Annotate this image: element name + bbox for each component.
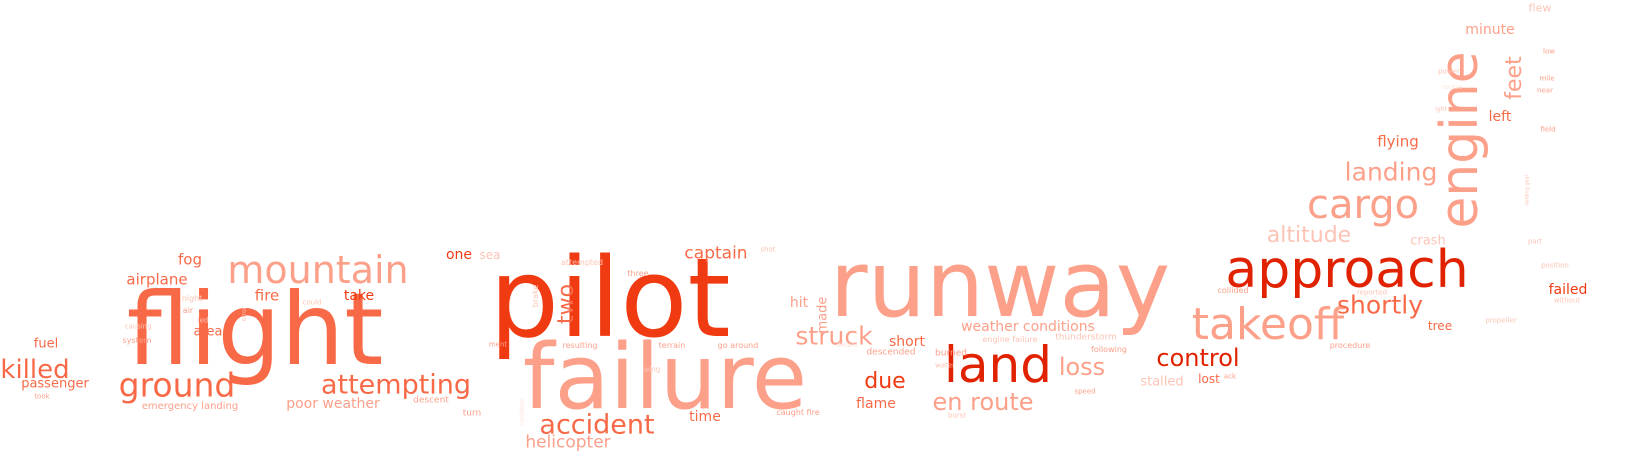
word-took: took: [34, 392, 50, 401]
word-tree: tree: [1427, 319, 1453, 333]
word-course: course: [1441, 84, 1463, 91]
word-land: land: [944, 336, 1052, 394]
word-made: made: [815, 296, 831, 334]
word-procedure: procedure: [1329, 341, 1371, 350]
word-emergency-landing: emergency landing: [141, 401, 239, 412]
word-reported: reported: [1356, 288, 1388, 297]
word-short: short: [889, 334, 925, 350]
word-takeoff: takeoff: [1191, 299, 1345, 350]
word-attempted: attempted: [560, 258, 604, 267]
word-passenger: passenger: [21, 376, 89, 392]
word-night: night: [181, 294, 203, 303]
word-time: time: [689, 409, 721, 425]
word-pilot: pilot: [489, 234, 731, 362]
word-shot: shot: [760, 245, 776, 254]
word-failed: failed: [1548, 282, 1588, 298]
word-water: water: [935, 361, 955, 370]
word-weather-conditions: weather conditions: [961, 319, 1095, 335]
word-loss: loss: [1058, 353, 1106, 381]
word-resulting: resulting: [562, 341, 598, 350]
word-ack: ack: [1223, 372, 1237, 381]
word-cargo: cargo: [1306, 182, 1420, 228]
word-flame: flame: [856, 396, 896, 412]
word-stalled: stalled: [1140, 374, 1184, 390]
word-fire: fire: [254, 286, 280, 305]
word-struck: struck: [795, 321, 873, 351]
word-airplane: airplane: [126, 270, 188, 289]
word-due: due: [864, 369, 906, 394]
word-propeller: propeller: [1485, 316, 1517, 325]
word-descent: descent: [413, 395, 449, 406]
word-terrain: terrain: [658, 341, 686, 350]
word-could: could: [302, 298, 322, 307]
word-mountain: mountain: [227, 248, 409, 292]
word-aboard: aboard: [836, 342, 858, 349]
word-air: air: [182, 306, 194, 315]
word-engine-failure: engine failure: [982, 335, 1038, 344]
word-helicopter: helicopter: [525, 432, 611, 453]
word-wing: wing: [643, 365, 661, 374]
word-burst: burst: [947, 411, 967, 420]
word-sea: sea: [479, 248, 501, 262]
word-one: one: [445, 247, 473, 263]
word-near: near: [1537, 86, 1553, 95]
word-area: area: [193, 324, 223, 340]
word-without: without: [1553, 296, 1581, 305]
word-lost: lost: [1198, 372, 1220, 386]
word-fog: fog: [178, 250, 202, 269]
word-failure: failure: [522, 325, 808, 430]
word-following: following: [1091, 345, 1127, 354]
word-position: position: [1541, 261, 1569, 270]
word-approach: approach: [1225, 240, 1469, 300]
word-accident: accident: [539, 409, 655, 441]
word-three: three: [627, 269, 649, 278]
word-ight: ight: [1435, 106, 1447, 113]
word-attempting: attempting: [320, 369, 472, 401]
word-captain: captain: [684, 243, 748, 264]
word-hit: hit: [789, 295, 809, 311]
word-minute: minute: [1465, 22, 1515, 38]
word-go-around: go around: [717, 341, 759, 350]
word-killed: killed: [0, 355, 70, 385]
word-poor-weather: poor weather: [286, 396, 380, 412]
word-landing-gear: landing gear: [1524, 174, 1531, 206]
word-condition: condition: [519, 398, 526, 426]
word-altitude: altitude: [1266, 223, 1352, 248]
word-error: error: [241, 306, 248, 322]
word-mile: mile: [1539, 74, 1555, 83]
word-brake: brake: [531, 284, 540, 308]
word-turn: turn: [462, 408, 482, 419]
word-en-route: en route: [932, 388, 1034, 416]
word-shortly: shortly: [1337, 290, 1423, 320]
word-low: low: [1543, 47, 1555, 56]
word-landing: landing: [1344, 157, 1438, 187]
word-two: two: [554, 283, 579, 325]
word-field: field: [1540, 125, 1556, 134]
word-feet: feet: [1502, 56, 1527, 100]
word-runway: runway: [829, 231, 1171, 338]
word-causing: causing: [124, 322, 152, 331]
word-burned: burned: [935, 348, 967, 359]
word-left: left: [1488, 109, 1512, 125]
word-engine: engine: [1430, 51, 1490, 229]
word-ment: ment: [488, 340, 508, 349]
word-flight: flight: [126, 271, 384, 388]
word-flying: flying: [1377, 132, 1419, 151]
word-flew: flew: [1528, 1, 1552, 15]
word-part: part: [1527, 237, 1543, 246]
word-descended: descended: [866, 347, 916, 358]
word-ground: ground: [118, 365, 236, 405]
word-control: control: [1156, 344, 1240, 372]
word-led: led: [197, 316, 209, 325]
word-fuel: fuel: [33, 336, 59, 352]
word-crash: crash: [1410, 233, 1446, 249]
word-thunderstorm: thunderstorm: [1055, 332, 1117, 343]
word-collided: collided: [1217, 286, 1249, 295]
word-take: take: [343, 288, 375, 304]
word-speed: speed: [1074, 387, 1096, 396]
word-caught-fire: caught fire: [776, 408, 820, 417]
word-power: power: [1438, 67, 1460, 76]
word-system: system: [122, 336, 152, 345]
